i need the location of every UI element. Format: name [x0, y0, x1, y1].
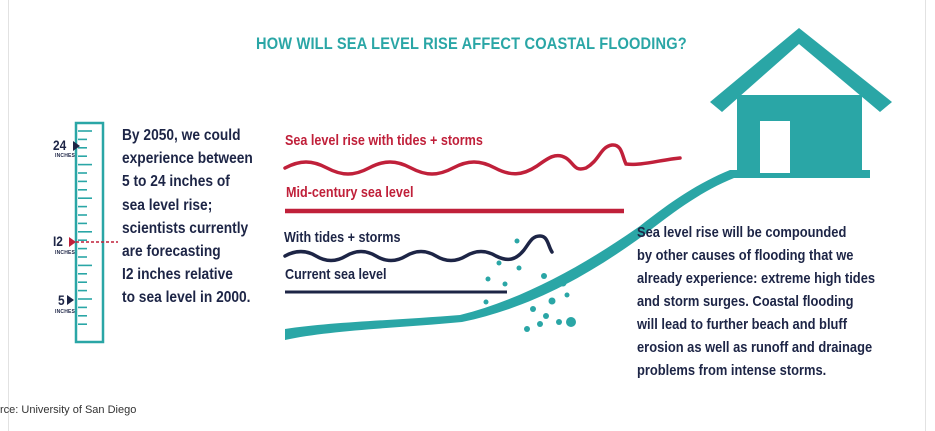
flooding-line: and storm surges. Coastal flooding — [637, 293, 854, 310]
flooding-line: erosion as well as runoff and drainage — [637, 339, 873, 356]
projection-line: scientists currently — [122, 219, 249, 237]
label-tides-storms: With tides + storms — [284, 229, 401, 246]
projection-line: experience between — [122, 150, 253, 168]
tides-storms-wave — [283, 234, 554, 263]
flooding-line: by other causes of flooding that we — [637, 247, 854, 264]
projection-line: are forecasting — [122, 243, 221, 261]
projection-line: sea level rise; — [122, 196, 213, 214]
ruler-unit-24: INCHES — [55, 153, 76, 159]
ruler-unit-12: INCHES — [55, 250, 76, 256]
marker-24-arrow-icon — [73, 141, 80, 151]
projection-line: I2 inches relative — [122, 266, 233, 284]
infographic-title: HOW WILL SEA LEVEL RISE AFFECT COASTAL F… — [256, 34, 687, 53]
ruler-ticks — [78, 130, 92, 326]
projection-line: By 2050, we could — [122, 127, 241, 144]
flooding-line: Sea level rise will be compounded — [637, 224, 847, 241]
flooding-line: will lead to further beach and bluff — [637, 316, 848, 333]
ruler-value-5: 5 — [58, 292, 65, 308]
ruler-unit-5: INCHES — [55, 309, 76, 315]
flooding-paragraph: Sea level rise will be compounded by oth… — [637, 221, 895, 382]
projection-paragraph: By 2050, we could experience between 5 t… — [122, 124, 285, 310]
ruler-gauge — [67, 121, 118, 344]
projection-line: 5 to 24 inches of — [122, 173, 230, 191]
label-storm-rise: Sea level rise with tides + storms — [285, 132, 483, 149]
projection-line: to sea level in 2000. — [122, 289, 251, 307]
flooding-line: already experience: extreme high tides — [637, 270, 876, 287]
marker-12-arrow-icon — [69, 237, 76, 247]
coastline-slope — [285, 170, 870, 340]
frame-border-right — [925, 0, 926, 431]
label-current-sea-level: Current sea level — [285, 266, 387, 283]
ruler-value-12: I2 — [53, 233, 63, 249]
label-mid-century: Mid-century sea level — [286, 184, 414, 201]
source-credit: rce: University of San Diego — [0, 404, 137, 416]
ruler-value-24: 24 — [53, 137, 67, 153]
house-icon — [710, 28, 892, 173]
marker-5-arrow-icon — [67, 295, 74, 305]
frame-border-left — [8, 0, 9, 431]
storm-rise-wave — [283, 143, 682, 176]
flooding-line: problems from intense storms. — [637, 362, 827, 379]
